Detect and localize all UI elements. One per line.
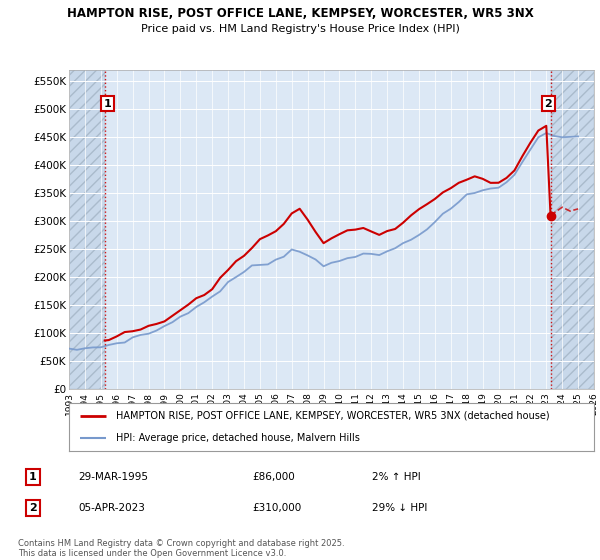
Text: 05-APR-2023: 05-APR-2023 (78, 503, 145, 513)
Text: 2: 2 (29, 503, 37, 513)
Text: 2% ↑ HPI: 2% ↑ HPI (372, 472, 421, 482)
Text: 1: 1 (29, 472, 37, 482)
Text: HPI: Average price, detached house, Malvern Hills: HPI: Average price, detached house, Malv… (116, 433, 360, 444)
Text: HAMPTON RISE, POST OFFICE LANE, KEMPSEY, WORCESTER, WR5 3NX (detached house): HAMPTON RISE, POST OFFICE LANE, KEMPSEY,… (116, 410, 550, 421)
Text: Contains HM Land Registry data © Crown copyright and database right 2025.
This d: Contains HM Land Registry data © Crown c… (18, 539, 344, 558)
Text: Price paid vs. HM Land Registry's House Price Index (HPI): Price paid vs. HM Land Registry's House … (140, 24, 460, 34)
Text: HAMPTON RISE, POST OFFICE LANE, KEMPSEY, WORCESTER, WR5 3NX: HAMPTON RISE, POST OFFICE LANE, KEMPSEY,… (67, 7, 533, 20)
Text: 29% ↓ HPI: 29% ↓ HPI (372, 503, 427, 513)
Text: 2: 2 (544, 99, 552, 109)
Text: £310,000: £310,000 (252, 503, 301, 513)
Text: 29-MAR-1995: 29-MAR-1995 (78, 472, 148, 482)
Text: 1: 1 (103, 99, 111, 109)
Text: £86,000: £86,000 (252, 472, 295, 482)
